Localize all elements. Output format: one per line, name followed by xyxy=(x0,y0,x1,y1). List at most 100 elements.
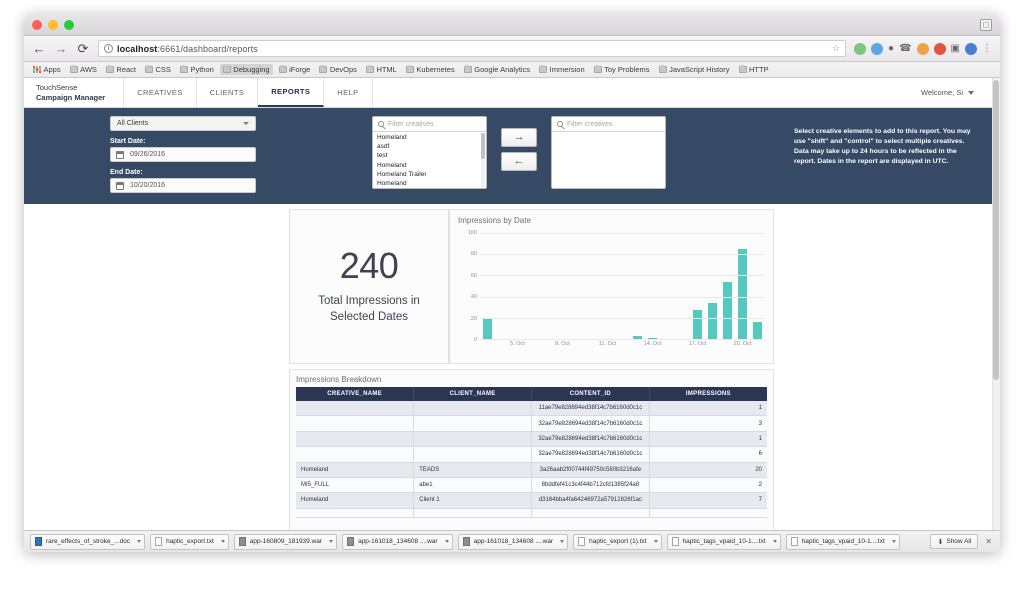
bookmark-immersion[interactable]: Immersion xyxy=(536,64,588,75)
browser-menu-icon[interactable]: ⋮ xyxy=(982,42,992,54)
table-row[interactable]: Homeland TEADS 3a26aab2f00744f49750c580b32… xyxy=(296,462,767,478)
table-column-header[interactable]: CREATIVE_NAME xyxy=(296,387,415,401)
chart-bar[interactable] xyxy=(482,317,493,339)
tab-help[interactable]: HELP xyxy=(324,78,373,107)
extension-icon-dark[interactable]: ● xyxy=(888,42,895,54)
chart-bar[interactable] xyxy=(632,335,643,339)
download-item[interactable]: app-161018_134608 ....war xyxy=(457,533,569,550)
available-creative-item[interactable]: Homeland xyxy=(377,180,407,188)
download-item[interactable]: app-160809_181939.war xyxy=(233,533,338,550)
bookmark-html[interactable]: HTML xyxy=(363,64,400,75)
tab-reports[interactable]: REPORTS xyxy=(258,78,325,107)
page-viewport: TouchSense Campaign Manager CREATIVES CLI… xyxy=(24,78,1000,530)
download-item[interactable]: haptic_export (1).txt xyxy=(573,533,662,550)
table-row[interactable]: 32ae79e828694ed38f14c7b6160d0c1c 1 xyxy=(296,431,767,448)
table-row[interactable]: 11ae79e828694ed38f14c7b6160d0c1c 1 xyxy=(296,401,767,417)
chevron-down-icon[interactable] xyxy=(772,540,777,543)
chart-bar[interactable] xyxy=(692,310,703,339)
reload-icon[interactable]: ⟳ xyxy=(77,41,89,56)
chart-bar[interactable] xyxy=(722,281,733,339)
available-list-scrollbar[interactable] xyxy=(481,133,485,187)
back-icon[interactable]: ← xyxy=(32,41,46,56)
tab-creatives[interactable]: CREATIVES xyxy=(123,78,197,107)
cell-creative-name xyxy=(296,431,415,448)
bookmark-react[interactable]: React xyxy=(103,64,139,75)
show-all-downloads-button[interactable]: ⬇ Show All xyxy=(930,534,979,549)
bookmark-star-icon[interactable]: ☆ xyxy=(831,43,841,53)
end-date-input[interactable]: 10/20/2016 xyxy=(110,178,256,193)
extension-icon-red[interactable] xyxy=(933,42,946,55)
table-column-header[interactable]: IMPRESSIONS xyxy=(649,387,767,401)
table-row[interactable] xyxy=(296,508,767,519)
available-filter-input[interactable]: Filter creatives xyxy=(373,117,486,132)
chart-bar[interactable] xyxy=(707,302,718,339)
total-impressions-value: 240 xyxy=(339,244,399,286)
download-label: app-161018_134608 ....war xyxy=(473,538,554,545)
tab-clients[interactable]: CLIENTS xyxy=(197,78,259,107)
available-creative-item[interactable]: Homeland xyxy=(377,161,407,169)
close-downloads-bar-button[interactable]: ✕ xyxy=(985,537,992,546)
available-creative-item[interactable]: Homeland xyxy=(377,133,407,141)
extension-icon-orange[interactable] xyxy=(916,42,929,55)
chevron-down-icon[interactable] xyxy=(137,540,142,543)
download-item[interactable]: app-161018_134608 ....war xyxy=(342,533,453,550)
bookmark-http[interactable]: HTTP xyxy=(736,64,772,75)
client-select[interactable]: All Clients xyxy=(110,116,256,131)
bookmark-aws[interactable]: AWS xyxy=(67,64,100,75)
table-column-header[interactable]: CONTENT_ID xyxy=(531,387,650,401)
chart-bar[interactable] xyxy=(752,322,763,339)
selected-filter-input[interactable]: Filter creatives xyxy=(552,117,665,132)
chart-bar[interactable] xyxy=(737,248,748,339)
table-column-header[interactable]: CLIENT_NAME xyxy=(413,387,532,401)
chevron-down-icon[interactable] xyxy=(891,540,896,543)
table-row[interactable]: MI5_FULL abe1 8bddfef41c3c4f44b712cfd1385f… xyxy=(296,477,767,494)
start-date-input[interactable]: 09/26/2016 xyxy=(110,147,256,162)
site-info-icon[interactable]: i xyxy=(104,44,113,53)
chevron-down-icon[interactable] xyxy=(444,540,449,543)
available-creatives-list[interactable]: Homeland asdf test Homeland Homeland Trailer… xyxy=(373,132,486,188)
extension-icon-blue[interactable] xyxy=(871,42,884,55)
extension-icon-green[interactable] xyxy=(854,42,867,55)
selected-creatives-list[interactable] xyxy=(552,132,665,188)
bookmark-debugging[interactable]: Debugging xyxy=(219,64,273,75)
available-creative-item[interactable]: test xyxy=(377,152,388,160)
forward-icon[interactable]: → xyxy=(54,41,68,56)
chevron-down-icon[interactable] xyxy=(220,540,225,543)
chart-bar[interactable] xyxy=(647,337,658,339)
chevron-down-icon[interactable] xyxy=(329,540,334,543)
profile-avatar[interactable] xyxy=(965,42,977,55)
available-creative-item[interactable]: Homeland Trailer xyxy=(377,170,427,178)
page-scrollbar[interactable] xyxy=(992,78,1000,530)
bookmark-toy-problems[interactable]: Toy Problems xyxy=(591,64,653,75)
minimize-window-button[interactable] xyxy=(48,19,58,30)
address-bar[interactable]: i localhost:6661/dashboard/reports ☆ xyxy=(98,40,847,57)
bookmark-google-analytics[interactable]: Google Analytics xyxy=(461,64,533,75)
chevron-down-icon[interactable] xyxy=(560,540,565,543)
bookmark-apps[interactable]: Apps xyxy=(30,64,64,75)
download-item[interactable]: rare_effects_of_stroke_...doc xyxy=(30,533,146,550)
bookmark-javascript-history[interactable]: JavaScript History xyxy=(656,64,733,75)
maximize-window-button[interactable] xyxy=(64,19,74,30)
selected-filter-placeholder: Filter creatives xyxy=(567,120,613,128)
bookmark-python[interactable]: Python xyxy=(177,64,217,75)
remove-creative-button[interactable]: ← xyxy=(501,152,537,171)
user-menu[interactable]: Welcome, Si xyxy=(921,78,992,107)
download-item[interactable]: haptic_export.txt xyxy=(150,533,229,550)
extension-icon-gray[interactable]: ▣ xyxy=(950,42,960,54)
download-item[interactable]: haptic_tags_vpaid_10-1....txt xyxy=(666,533,781,550)
table-row[interactable]: Homeland Client 1 d3164bba4fa64246972a5791… xyxy=(296,492,767,509)
table-row[interactable]: 32ae79e828694ed38f14c7b6160d0c1c 3 xyxy=(296,415,767,432)
table-row[interactable]: 32ae79e828694ed38f14c7b6160d0c1c 6 xyxy=(296,446,767,463)
bookmark-iforge[interactable]: iForge xyxy=(276,64,314,75)
chevron-down-icon[interactable] xyxy=(653,540,658,543)
close-window-button[interactable] xyxy=(32,19,42,30)
page-scrollbar-thumb[interactable] xyxy=(993,80,999,380)
bookmark-devops[interactable]: DevOps xyxy=(316,64,360,75)
bookmark-css[interactable]: CSS xyxy=(142,64,174,75)
phone-icon[interactable]: ☎ xyxy=(899,42,912,54)
bookmark-label: Debugging xyxy=(233,65,270,74)
bookmark-kubernetes[interactable]: Kubernetes xyxy=(403,64,458,75)
download-item[interactable]: haptic_tags_vpaid_10-1....txt xyxy=(785,533,900,550)
available-creative-item[interactable]: asdf xyxy=(377,142,390,150)
add-creative-button[interactable]: → xyxy=(501,128,537,147)
